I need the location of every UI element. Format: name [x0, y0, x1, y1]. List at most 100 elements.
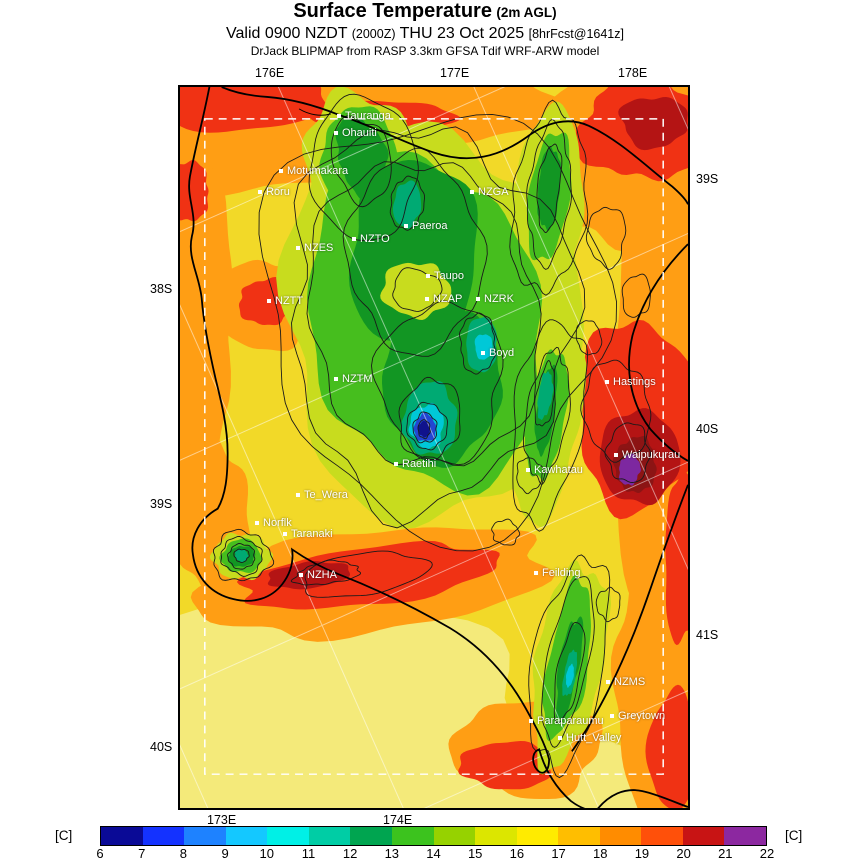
header: Surface Temperature (2m AGL) Valid 0900 … [0, 0, 850, 58]
station-label: NZTO [352, 233, 390, 245]
terrain-contour-line [291, 126, 586, 529]
station-name: Ohauiti [342, 127, 377, 139]
station-name: Roru [266, 186, 290, 198]
terrain-contour-line [371, 300, 504, 466]
lon-label-top: 178E [618, 66, 648, 80]
station-label: Paraparaumu [529, 715, 604, 727]
station-dot [558, 736, 562, 740]
station-dot [534, 571, 538, 575]
terrain-contour-line [412, 411, 438, 444]
lat-label-right: 41S [696, 628, 719, 642]
temperature-blob [234, 549, 249, 563]
terrain-contour-line [580, 359, 652, 463]
station-name: NZTT [275, 295, 304, 307]
station-dot [426, 274, 430, 278]
colorbar-tick: 10 [259, 846, 274, 860]
colorbar-segment [516, 827, 559, 845]
station-name: Hastings [613, 376, 656, 388]
colorbar-tick: 16 [509, 846, 525, 860]
colorbar-tick: 7 [138, 846, 146, 860]
temperature-blob [474, 334, 493, 360]
lon-label-bottom: 174E [383, 813, 413, 827]
station-label: Ohauiti [334, 127, 377, 139]
terrain-contour-line [595, 586, 621, 623]
terrain-contour-line [526, 118, 572, 270]
temperature-blob [537, 371, 554, 420]
temperature-blob [417, 421, 430, 438]
station-label: Waipukurau [614, 449, 680, 461]
station-name: Greytown [618, 710, 666, 722]
temperature-blob [645, 684, 688, 808]
station-dot [299, 573, 303, 577]
station-label: NZMS [606, 676, 645, 688]
colorbar-segment [682, 827, 725, 845]
station-name: Paeroa [412, 220, 448, 232]
terrain-contour-line [220, 535, 263, 577]
colorbar-tick: 14 [426, 846, 441, 860]
terrain-contour-line [516, 457, 544, 495]
valid-date: THU 23 Oct 2025 [399, 25, 525, 42]
station-dot [258, 190, 262, 194]
station-name: Raetihi [402, 458, 437, 470]
temperature-field-svg [180, 87, 688, 808]
station-label: NZTM [334, 373, 373, 385]
station-name: Taupo [434, 270, 464, 282]
station-name: NZTO [360, 233, 390, 245]
terrain-contour-line [406, 401, 448, 451]
station-name: NZRK [484, 293, 514, 305]
terrain-contour-line [212, 528, 275, 582]
station-label: NZGA [470, 186, 509, 198]
station-dot [334, 377, 338, 381]
station-label: Te_Wera [296, 489, 348, 501]
colorbar-segment [475, 827, 517, 845]
station-name: Boyd [489, 347, 515, 359]
colorbar-segment [267, 827, 309, 845]
colorbar-tick: 19 [634, 846, 650, 860]
station-dot [425, 297, 429, 301]
station-label: Kawhatau [526, 464, 583, 476]
station-name: Feilding [542, 567, 581, 579]
station-name: NZGA [478, 186, 509, 198]
station-label: Raetihi [394, 458, 436, 470]
colorbar-segment [724, 827, 766, 845]
terrain-contour-line [258, 113, 618, 552]
terrain-contour-line [227, 543, 256, 570]
map-canvas: Tauranga Ohauiti Motumakara Roru NZGA Paeroa N… [178, 85, 690, 810]
station-name: NZAP [433, 293, 463, 305]
lat-label-right: 40S [696, 422, 719, 436]
station-dot [334, 131, 338, 135]
terrain-contour-line [585, 206, 627, 270]
station-dot [605, 380, 609, 384]
lat-label-right: 39S [696, 172, 719, 186]
terrain-contour-line [304, 550, 433, 598]
station-name: Tauranga [345, 110, 391, 122]
colorbar-segment [101, 827, 143, 845]
station-label: NZRK [476, 293, 514, 305]
station-name: Norflk [263, 517, 292, 529]
station-label: NZTT [267, 295, 303, 307]
station-name: Te_Wera [304, 489, 348, 501]
station-dot [337, 114, 341, 118]
station-dot [394, 462, 398, 466]
terrain-contour-line [233, 548, 250, 563]
temperature-blob [380, 262, 452, 321]
station-label: NZES [296, 242, 333, 254]
station-label: NZHA [299, 569, 337, 581]
colorbar [100, 826, 767, 846]
temperature-blob [335, 118, 389, 201]
colorbar-unit-right: [C] [785, 828, 803, 843]
temperature-blob [458, 740, 556, 790]
graticule [180, 87, 688, 808]
terrain-contour-line [417, 419, 431, 440]
colorbar-segment [391, 827, 434, 845]
station-name: NZTM [342, 373, 373, 385]
colorbar-segment [350, 827, 392, 845]
station-name: Motumakara [287, 165, 349, 177]
station-label: Roru [258, 186, 290, 198]
station-label: Tauranga [337, 110, 391, 122]
temperature-blob [236, 540, 500, 610]
terrain-contour-line [389, 175, 426, 231]
temperature-blob [565, 663, 574, 688]
valid-fcst: [8hrFcst@1641z] [528, 27, 624, 41]
station-dot [296, 493, 300, 497]
